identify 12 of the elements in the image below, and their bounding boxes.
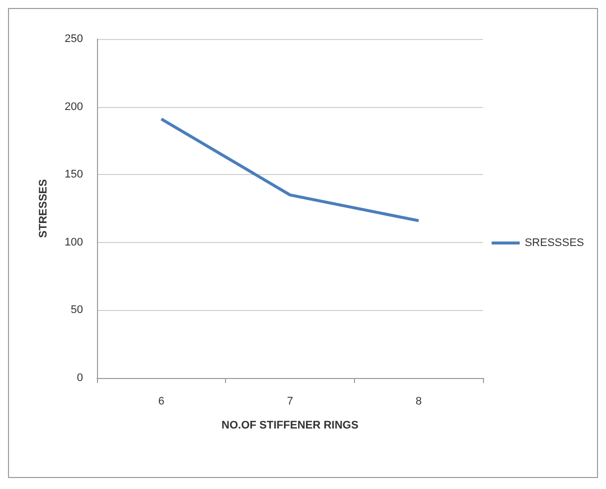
y-tick-label: 250 [64,33,83,45]
y-tick-label: 0 [76,372,83,384]
y-tick-label: 200 [64,100,83,113]
legend-label: SRESSSES [524,237,584,249]
y-tick-label: 150 [64,168,83,181]
x-tick-label: 8 [416,396,422,408]
y-axis-title: STRESSES [38,179,50,238]
x-tick-label: 6 [158,396,164,408]
y-tick-label: 100 [64,236,83,248]
y-tick-label: 50 [70,304,83,316]
x-axis-title: NO.OF STIFFENER RINGS [222,420,358,432]
x-tick-label: 7 [286,396,294,408]
